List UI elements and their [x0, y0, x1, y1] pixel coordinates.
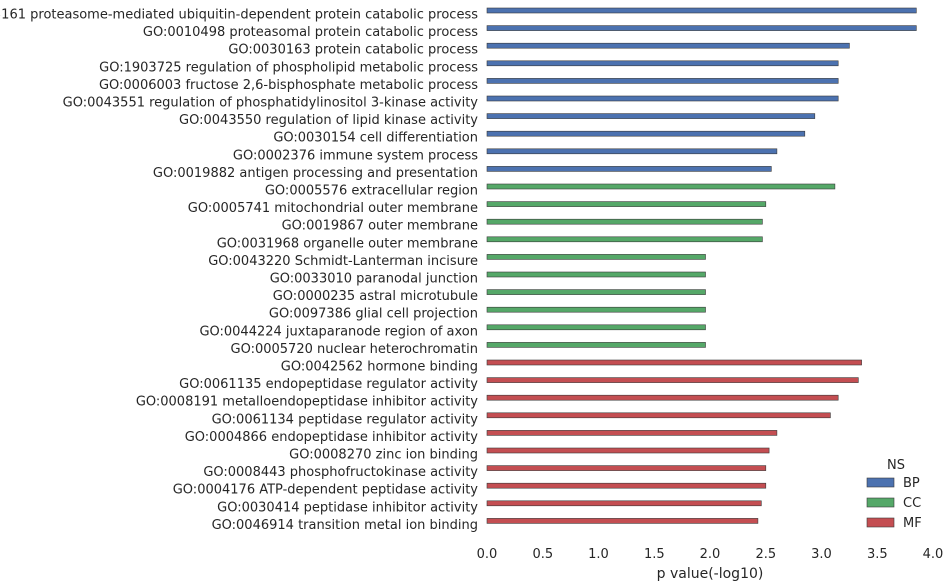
bar-bp [486, 25, 917, 31]
category-label: GO:0019882 antigen processing and presen… [153, 166, 478, 181]
x-tick-label: 0.5 [532, 547, 553, 562]
bar-cc [486, 183, 836, 190]
bar-bp [486, 148, 778, 155]
bar-cc [486, 271, 706, 278]
x-axis: 0.0 0.5 1.0 1.5 2.0 2.5 3.0 3.5 4.0 [477, 547, 944, 562]
category-label: GO:0097386 glial cell projection [269, 307, 478, 322]
bar-mf [486, 359, 862, 366]
bar-bp [486, 7, 917, 14]
category-label: GO:0043220 Schmidt-Lanterman incisure [208, 254, 478, 269]
category-label: GO:0043551 regulation of phosphatidylino… [63, 96, 479, 111]
legend-label-mf: MF [903, 516, 922, 531]
category-label: GO:0061135 endopeptidase regulator activ… [179, 377, 478, 392]
bar-cc [486, 236, 763, 243]
category-label: GO:0043550 regulation of lipid kinase ac… [179, 113, 478, 128]
category-label: GO:0042562 hormone binding [281, 360, 478, 375]
category-label: GO:0061134 peptidase regulator activity [212, 412, 479, 427]
bar-mf [486, 482, 767, 489]
bar-cc [486, 342, 706, 348]
category-label: GO:0044224 juxtaparanode region of axon [199, 324, 478, 339]
bar-mf [486, 500, 762, 507]
category-label: GO:0004176 ATP-dependent peptidase activ… [173, 483, 479, 498]
x-tick-label: 1.5 [644, 547, 665, 562]
category-label: GO:0008191 metalloendopeptidase inhibito… [136, 395, 478, 410]
x-tick-label: 2.5 [755, 547, 776, 562]
legend-label-cc: CC [903, 496, 921, 511]
bars-layer [486, 7, 917, 524]
bar-bp [486, 130, 806, 137]
legend: NS BP CC MF [866, 458, 922, 531]
category-label: GO:0004866 endopeptidase inhibitor activ… [185, 430, 479, 445]
category-labels-layer: GO:0043161 proteasome-mediated ubiquitin… [0, 8, 478, 533]
bar-cc [486, 289, 706, 295]
bar-cc [486, 218, 763, 225]
legend-swatch-mf [866, 517, 895, 528]
legend-swatch-bp [866, 477, 895, 488]
bar-mf [486, 430, 778, 436]
bar-mf [486, 377, 859, 383]
category-label: GO:1903725 regulation of phospholipid me… [99, 60, 478, 75]
legend-label-bp: BP [903, 476, 920, 491]
bar-mf [486, 518, 759, 524]
bar-cc [486, 324, 706, 331]
x-tick-label: 1.0 [588, 547, 609, 562]
category-label: GO:0031968 organelle outer membrane [217, 236, 478, 251]
bar-mf [486, 465, 767, 471]
category-label: GO:0033010 paranodal junction [270, 272, 478, 287]
category-label: GO:0019867 outer membrane [282, 219, 478, 234]
category-label: GO:0008443 phosphofructokinase activity [203, 465, 478, 480]
x-tick-label: 4.0 [923, 547, 944, 562]
category-label: GO:0005720 nuclear heterochromatin [231, 342, 479, 357]
category-label: GO:0002376 immune system process [233, 148, 478, 163]
category-label: GO:0030414 peptidase inhibitor activity [217, 500, 478, 515]
x-tick-label: 3.5 [867, 547, 888, 562]
bar-bp [486, 78, 839, 84]
category-label: GO:0046914 transition metal ion binding [212, 518, 478, 533]
bar-bp [486, 113, 816, 119]
category-label: GO:0030154 cell differentiation [273, 131, 478, 146]
bar-bp [486, 42, 850, 49]
x-tick-label: 3.0 [811, 547, 832, 562]
category-label: GO:0010498 proteasomal protein catabolic… [143, 25, 478, 40]
bar-cc [486, 201, 767, 207]
x-tick-label: 2.0 [700, 547, 721, 562]
legend-entries: BP CC MF [866, 476, 922, 531]
bar-cc [486, 306, 706, 313]
legend-swatch-cc [866, 497, 895, 508]
bar-bp [486, 95, 839, 102]
category-label: GO:0008270 zinc ion binding [289, 448, 478, 463]
legend-title: NS [887, 458, 905, 473]
category-label: GO:0000235 astral microtubule [273, 289, 478, 304]
category-label: GO:0006003 fructose 2,6-bisphosphate met… [99, 78, 478, 93]
category-label: GO:0030163 protein catabolic process [228, 43, 478, 58]
bar-mf [486, 412, 831, 419]
bar-mf [486, 394, 839, 401]
x-axis-title: p value(-log10) [657, 566, 764, 582]
category-label: GO:0005741 mitochondrial outer membrane [188, 201, 478, 216]
bar-bp [486, 60, 839, 67]
category-label: GO:0005576 extracellular region [265, 184, 478, 199]
bar-bp [486, 166, 772, 172]
x-tick-label: 0.0 [477, 547, 498, 562]
category-label: GO:0043161 proteasome-mediated ubiquitin… [0, 8, 478, 23]
bar-mf [486, 447, 770, 454]
bar-cc [486, 254, 706, 260]
